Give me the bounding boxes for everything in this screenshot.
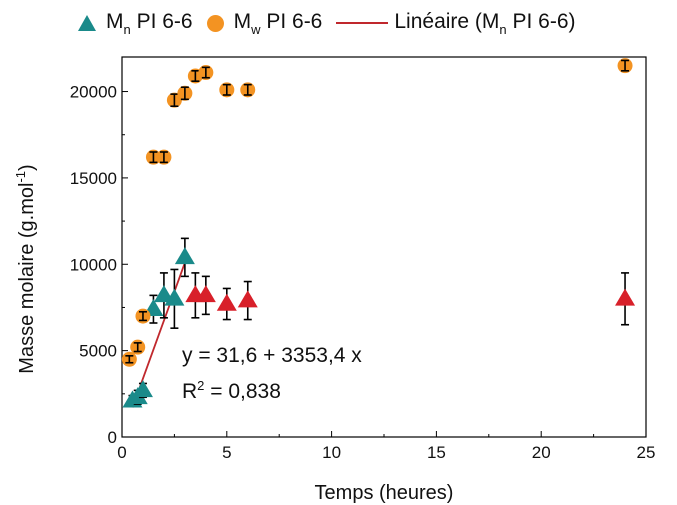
y-tick-label: 5000 [79, 342, 117, 361]
y-axis-label: Masse molaire (g.mol-1) [13, 164, 38, 374]
x-tick-label: 10 [322, 443, 341, 462]
mn-point [615, 288, 636, 306]
x-axis-label: Temps (heures) [314, 482, 454, 504]
legend-label-mn: Mn PI 6-6 [106, 9, 193, 37]
x-tick-label: 25 [637, 443, 656, 462]
legend-item-mn: Mn PI 6-6 [78, 10, 193, 37]
y-tick-label: 20000 [70, 83, 117, 102]
x-tick-label: 5 [222, 443, 231, 462]
y-tick-label: 0 [108, 428, 117, 447]
x-tick-label: 20 [532, 443, 551, 462]
legend-item-mw: Mw PI 6-6 [206, 9, 323, 37]
mn-point [153, 285, 174, 303]
mn-point [174, 247, 195, 265]
triangle-marker-icon [78, 15, 96, 31]
line-marker-icon [336, 22, 389, 24]
chart-legend: Mn PI 6-6 Mw PI 6-6 Linéaire (Mn PI 6-6) [78, 6, 590, 40]
mn-point [132, 380, 153, 398]
x-tick-label: 15 [427, 443, 446, 462]
marks-layer [121, 58, 636, 408]
axes-layer: 0 5 10 15 20 25 0 5000 10000 15000 20000 [70, 56, 656, 462]
y-tick-label: 15000 [70, 169, 117, 188]
x-tick-label: 0 [117, 443, 126, 462]
legend-label-mw: Mw PI 6-6 [233, 9, 323, 37]
mn-point [164, 288, 185, 306]
mn-point [216, 293, 237, 311]
circle-marker-icon [206, 14, 224, 32]
legend-label-fit: Linéaire (Mn PI 6-6) [394, 9, 576, 37]
mn-point [237, 290, 258, 308]
legend-item-fit: Linéaire (Mn PI 6-6) [336, 9, 576, 37]
y-tick-label: 10000 [70, 255, 117, 274]
mn-point [195, 285, 216, 303]
fit-r-squared: R2 = 0,838 [182, 378, 281, 403]
fit-equation: y = 31,6 + 3353,4 x [182, 344, 362, 367]
